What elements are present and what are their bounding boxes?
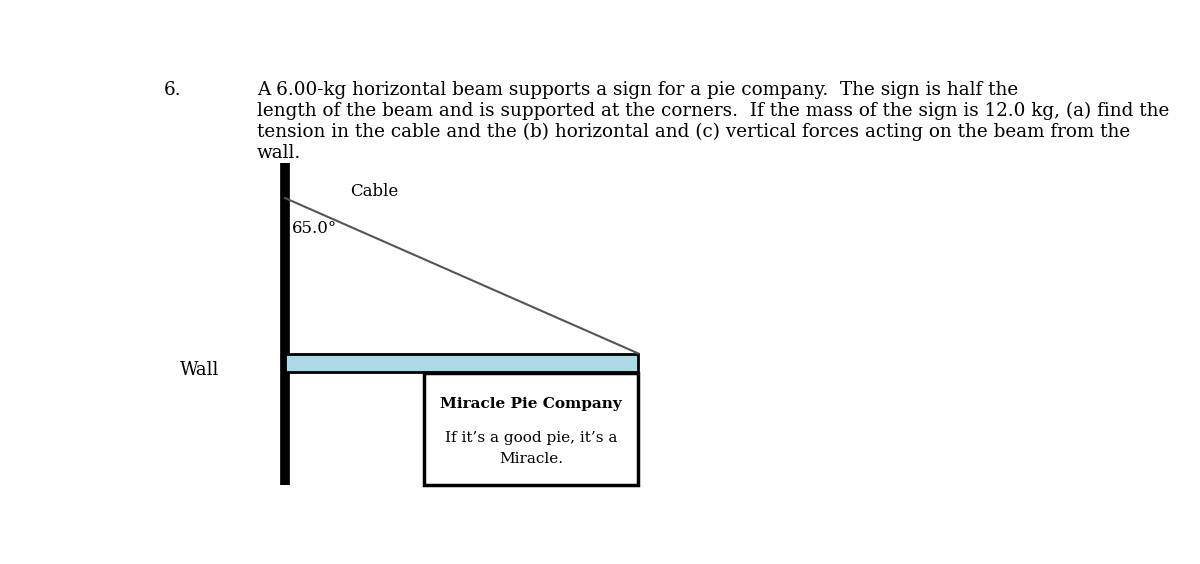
Text: A 6.00-kg horizontal beam supports a sign for a pie company.  The sign is half t: A 6.00-kg horizontal beam supports a sig… xyxy=(257,81,1169,162)
Text: Miracle Pie Company: Miracle Pie Company xyxy=(440,397,622,411)
Text: Wall: Wall xyxy=(180,360,220,378)
Text: If it’s a good pie, it’s a
Miracle.: If it’s a good pie, it’s a Miracle. xyxy=(445,431,618,466)
Text: 6.: 6. xyxy=(164,81,181,99)
Text: Cable: Cable xyxy=(350,183,398,200)
Text: 65.0°: 65.0° xyxy=(293,219,337,237)
Bar xyxy=(425,373,638,484)
Bar xyxy=(284,354,638,372)
